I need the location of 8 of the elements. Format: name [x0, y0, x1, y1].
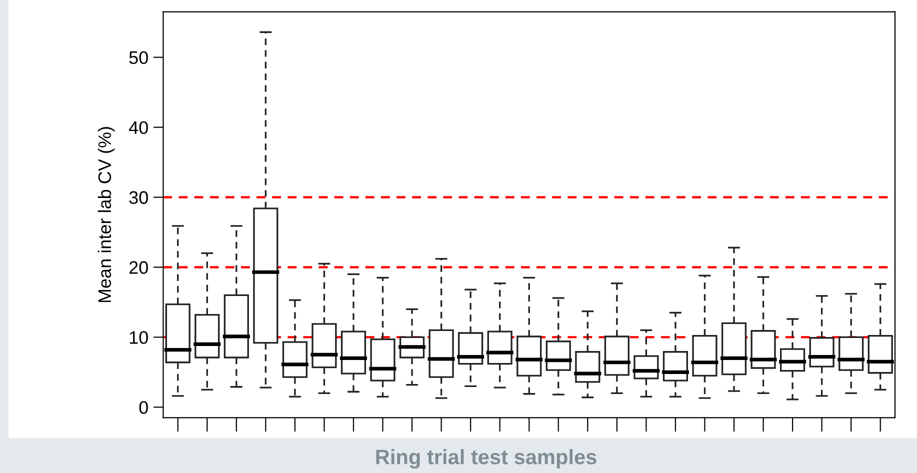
x-axis-title: Ring trial test samples — [376, 449, 596, 469]
y-tick-label: 10 — [130, 331, 148, 344]
y-axis-title: Mean inter lab CV (%) — [98, 127, 115, 302]
y-tick-label: 40 — [128, 121, 148, 134]
y-tick-label: 0 — [139, 401, 148, 414]
y-tick-label: 30 — [129, 191, 148, 204]
y-tick-label: 20 — [129, 261, 148, 274]
y-tick-label: 50 — [129, 51, 148, 64]
